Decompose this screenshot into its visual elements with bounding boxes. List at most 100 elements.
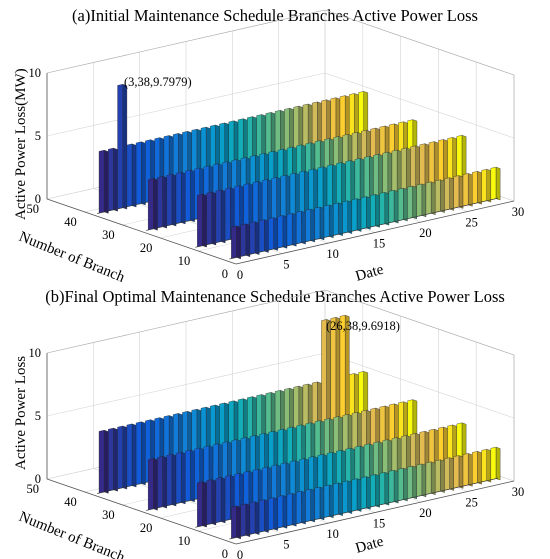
ribbon-bar [108,427,114,492]
x-tick-label: 25 [465,496,478,510]
ribbon-bar-side [301,210,306,245]
ribbon-bar-side [282,215,288,249]
ribbon-bar [314,486,321,520]
axis-line-branch [46,198,237,265]
ribbon-bar-side [104,149,109,214]
ribbon-bar-side [180,171,186,225]
panel-b-zlabel: Active Power Loss [13,356,29,470]
ribbon-bar-side [301,490,306,525]
y-tick-label: 40 [64,495,77,509]
ribbon-bar [453,175,460,209]
y-tick-label: 40 [64,215,77,229]
ribbon-bar [416,463,423,497]
z-tick-label: 10 [29,346,42,360]
x-tick-label: 30 [512,485,525,499]
axis-line-branch [46,478,237,545]
ribbon-bar [277,215,284,249]
ribbon-bar-side [477,171,482,205]
panel-a-ribbons [96,84,501,260]
ribbon-bar [286,213,293,247]
ribbon-bar [258,499,265,533]
ribbon-bar-side [211,479,217,526]
ribbon-bar-side [449,457,454,491]
ribbon-bar-side [449,177,454,211]
ribbon-bar [268,497,274,531]
ribbon-bar [342,200,348,234]
x-tick-label: 15 [373,237,386,251]
ribbon-bar-side [495,166,501,201]
ribbon-bar [98,149,105,214]
x-tick-label: 0 [237,548,243,559]
ribbon-bar-side [162,456,167,509]
ribbon-bar [323,204,330,238]
ribbon-bar [231,225,237,259]
ribbon-bar [296,210,302,245]
ribbon-bar-side [113,427,118,492]
ribbon-bar [147,458,154,511]
ribbon-base [229,477,499,540]
ribbon-bar [286,493,293,527]
ribbon-bar-side [254,221,260,255]
ribbon-bar-side [264,499,269,533]
ribbon-bar [472,171,478,205]
ribbon-bar [249,221,256,255]
ribbon-bar [453,455,460,489]
z-tick-label: 5 [35,129,41,143]
ribbon-bar [379,472,385,506]
ribbon-bar [472,451,478,485]
ribbon-bar-side [384,472,390,506]
ribbon-bar [425,461,432,495]
ribbon-bar [185,169,191,222]
y-tick-label: 30 [102,508,115,522]
x-tick-label: 30 [512,205,525,219]
panel-a-xlabel: Date [354,262,386,285]
ribbon-bar-side [254,501,260,535]
ribbon-bar [388,189,395,224]
y-tick-label: 0 [222,547,228,559]
ribbon-bar-side [393,469,399,504]
ribbon-bar [197,481,203,528]
ribbon-bar [379,192,385,226]
ribbon-bar-side [477,451,482,485]
ribbon-bar [157,456,163,509]
ribbon-bar-side [236,225,241,260]
y-tick-label: 0 [222,267,228,281]
ribbon-bar [296,490,302,525]
ribbon-bar [206,479,212,526]
panel-a-annotation: (3,38,9.7979) [124,75,192,89]
ribbon-bar-side [347,200,353,234]
ribbon-bar [490,166,497,201]
x-tick-label: 5 [283,538,289,552]
ribbon-bar-side [190,169,195,223]
ribbon-bar [135,421,142,485]
ribbon-bar-side [329,204,334,239]
ribbon-bar-side [440,179,445,213]
ribbon-bar-side [403,467,408,502]
ribbon-bar [166,173,173,227]
ribbon-bar-side [430,181,436,215]
grid-line [324,352,515,419]
ribbon-bar [444,177,450,211]
ribbon-bar-side [403,187,408,222]
x-tick-label: 10 [326,247,339,261]
x-tick-label: 0 [237,268,243,282]
ribbon-bar-side [171,453,177,507]
ribbon-bar [342,480,348,514]
ribbon-bar [166,453,173,507]
ribbon-bar [305,208,311,243]
x-tick-label: 15 [373,517,386,531]
x-tick-label: 20 [419,226,432,240]
ribbon-bar [126,143,133,208]
y-tick-label: 10 [178,534,191,548]
ribbon-bar-side [291,493,297,527]
panel-b-xlabel: Date [354,534,386,557]
ribbon-bar [407,465,413,499]
ribbon-bar-side [104,429,109,494]
ribbon-bar [323,484,330,518]
ribbon-bar [333,202,339,236]
panel-b-annotation: (26,38,9.6918) [326,319,400,333]
ribbon-bar-side [384,192,390,226]
z-tick-label: 10 [29,66,42,80]
ribbon-bar [215,189,222,243]
ribbon-bar [388,469,395,504]
